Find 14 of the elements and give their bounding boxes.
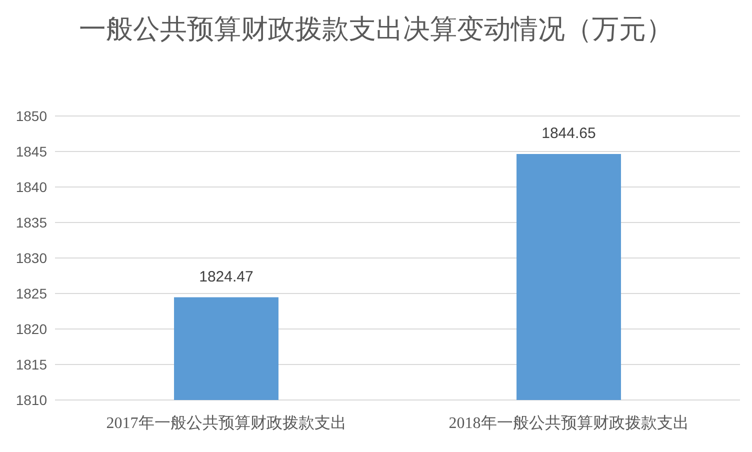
- y-tick-label: 1810: [16, 392, 48, 408]
- y-tick-label: 1820: [16, 321, 48, 337]
- data-label: 1844.65: [542, 124, 596, 142]
- x-tick-label: 2018年一般公共预算财政拨款支出: [448, 414, 689, 432]
- x-tick-label: 2017年一般公共预算财政拨款支出: [106, 414, 346, 432]
- y-tick-label: 1835: [16, 214, 48, 230]
- y-tick-label: 1830: [16, 250, 48, 266]
- y-tick-label: 1825: [16, 286, 48, 302]
- chart-title: 一般公共预算财政拨款支出决算变动情况（万元）: [78, 13, 674, 46]
- y-tick-label: 1850: [16, 108, 48, 124]
- data-label: 1824.47: [199, 268, 254, 286]
- y-tick-label: 1815: [16, 356, 48, 372]
- y-tick-label: 1845: [16, 144, 48, 160]
- y-tick-label: 1840: [16, 179, 48, 195]
